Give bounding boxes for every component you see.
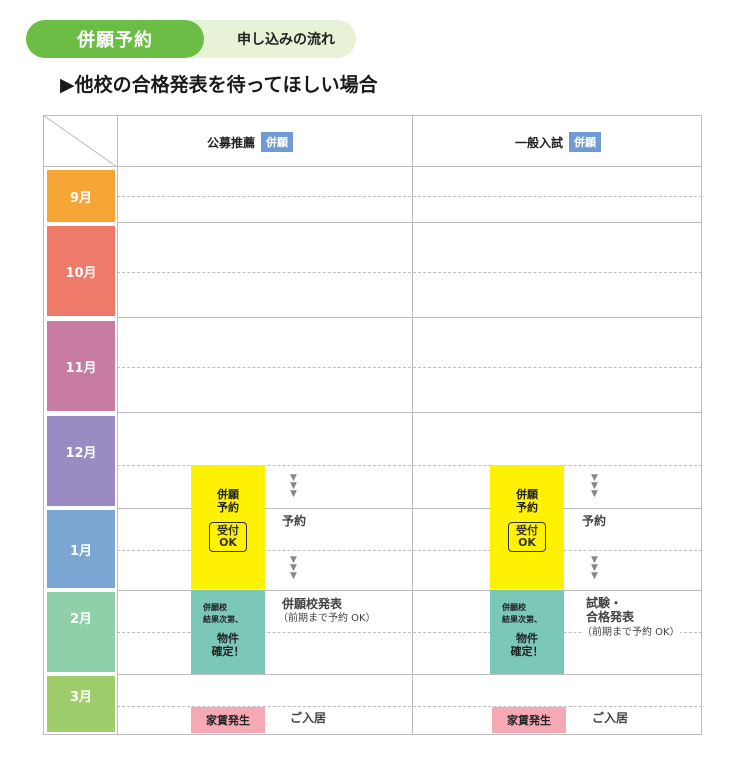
row-line [117, 412, 702, 413]
month-1: 1月 [47, 510, 115, 588]
left-result-small: 併願校 結果次第、 [203, 603, 243, 624]
right-property-block: 併願校 結果次第、 物件 確定！ [490, 590, 564, 674]
reservation-pill-title: 併願予約 [26, 20, 204, 58]
right-accept-ok-badge: 受付 OK [508, 522, 546, 552]
left-arrow-down-icon: ▼ ▼ ▼ [290, 473, 297, 499]
table-right-border [701, 115, 702, 735]
col-right-tag: 併願 [569, 132, 602, 152]
right-reserve-text: 併願 予約 [516, 488, 538, 514]
month-11: 11月 [47, 321, 115, 411]
left-reserve-label: 予約 [282, 514, 307, 528]
dashed-line [117, 196, 702, 197]
row-line [117, 674, 702, 675]
month-2: 2月 [47, 592, 115, 672]
corner-diagonal [43, 115, 117, 167]
left-move-in: ご入居 [290, 711, 327, 725]
left-rent-block: 家賃発生 [191, 707, 265, 733]
page-subtitle: ▶他校の合格発表を待ってほしい場合 [60, 74, 378, 96]
table-header-border [43, 166, 702, 167]
left-result-label: 併願校発表 [282, 597, 343, 611]
right-reserve-label: 予約 [582, 514, 607, 528]
row-line [117, 590, 702, 591]
right-reserve-block: 併願 予約 受付 OK [490, 465, 564, 589]
col-left-label: 公募推薦 [207, 135, 256, 150]
dashed-line [117, 367, 702, 368]
pill-title-text: 併願予約 [77, 30, 153, 51]
right-rent-block: 家賃発生 [492, 707, 566, 733]
left-property-confirm: 物件 確定！ [211, 632, 245, 658]
month-9: 9月 [47, 170, 115, 222]
col-header-left: 公募推薦 併願 [207, 132, 294, 152]
table-top-border [43, 115, 702, 116]
row-line [117, 508, 702, 509]
left-result-note: （前期まで予約 OK） [278, 613, 376, 624]
left-rent-text: 家賃発生 [206, 713, 250, 727]
right-move-in: ご入居 [592, 711, 629, 725]
right-result-note: （前期まで予約 OK） [582, 627, 680, 639]
month-12: 12月 [47, 416, 115, 506]
table-bottom-border [43, 734, 702, 735]
month-column-border [117, 115, 118, 735]
month-10: 10月 [47, 226, 115, 316]
right-property-confirm: 物件 確定！ [510, 632, 544, 658]
flow-subtitle-text: 申し込みの流れ [237, 32, 335, 48]
schedule-table [43, 115, 702, 735]
left-accept-ok-badge: 受付 OK [209, 522, 247, 552]
flow-pill-subtitle: 申し込みの流れ [190, 20, 356, 58]
left-reserve-block: 併願 予約 受付 OK [191, 465, 265, 589]
col-right-label: 一般入試 [515, 135, 564, 150]
month-3: 3月 [47, 676, 115, 732]
right-result-label: 試験・ 合格発表 [586, 596, 635, 624]
table-left-border [43, 115, 44, 735]
dashed-line [117, 632, 702, 633]
col-left-tag: 併願 [261, 132, 294, 152]
column-divider [412, 115, 413, 735]
col-header-right: 一般入試 併願 [515, 132, 602, 152]
left-arrow-down-icon-2: ▼ ▼ ▼ [290, 555, 297, 581]
right-result-small: 併願校 結果次第、 [502, 603, 542, 624]
left-property-block: 併願校 結果次第、 物件 確定！ [191, 590, 265, 674]
dashed-line [117, 550, 702, 551]
dashed-line [117, 272, 702, 273]
dashed-line [117, 706, 702, 707]
row-line [117, 222, 702, 223]
left-reserve-text: 併願 予約 [217, 488, 239, 514]
dashed-line [117, 465, 702, 466]
right-arrow-down-icon-2: ▼ ▼ ▼ [591, 555, 598, 581]
row-line [117, 317, 702, 318]
right-arrow-down-icon: ▼ ▼ ▼ [591, 473, 598, 499]
right-rent-text: 家賃発生 [507, 713, 551, 727]
